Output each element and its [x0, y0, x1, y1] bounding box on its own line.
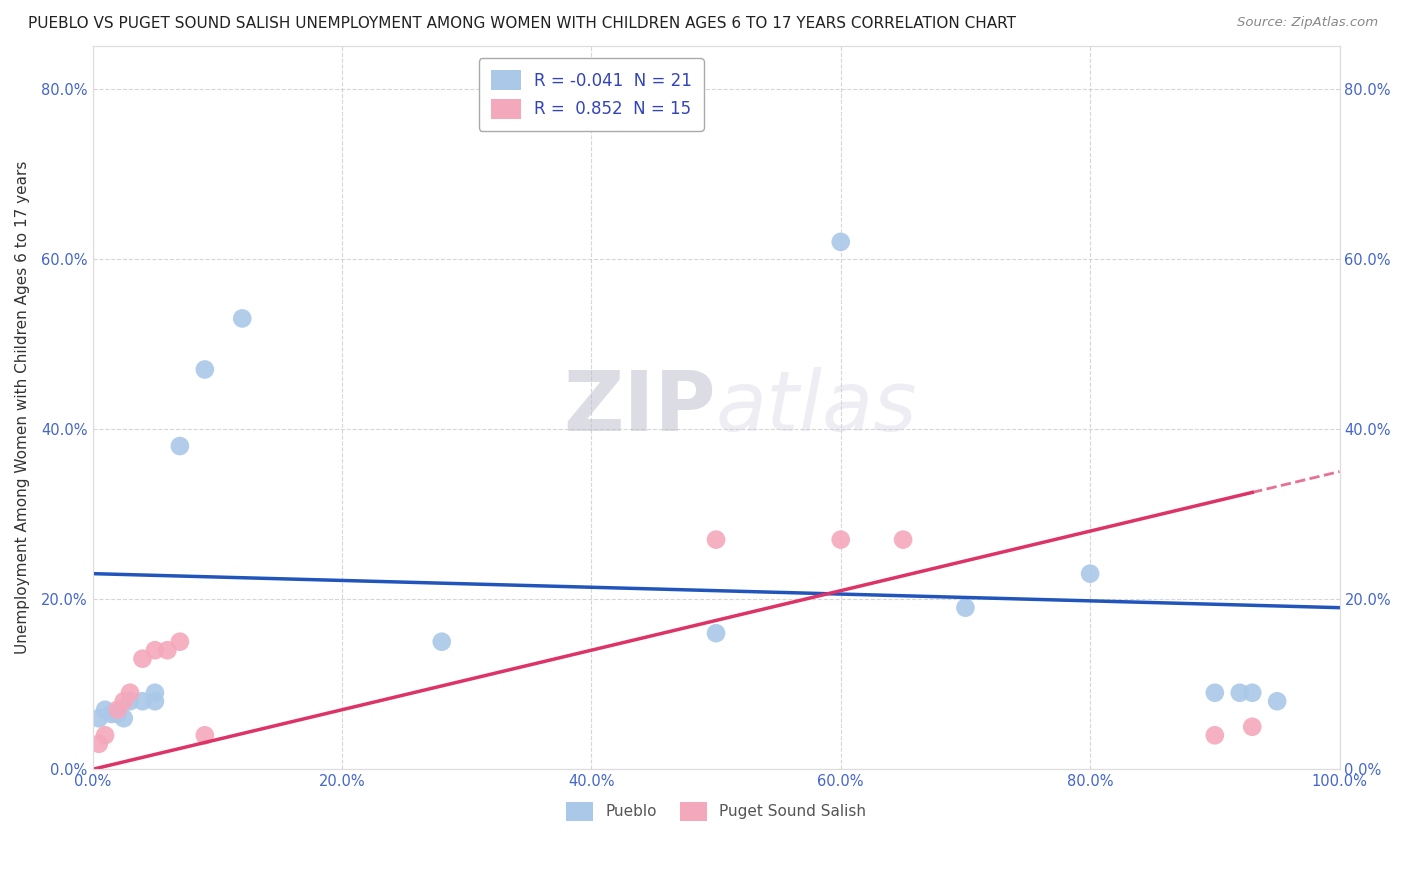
Point [94, 703, 117, 717]
Point [231, 311, 253, 326]
Point [891, 533, 914, 547]
Point [131, 651, 153, 665]
Point [94, 728, 117, 742]
Point [430, 634, 453, 648]
Point [107, 703, 129, 717]
Point [100, 706, 122, 721]
Point [112, 694, 135, 708]
Point [131, 694, 153, 708]
Point [1204, 686, 1226, 700]
Point [704, 626, 727, 640]
Point [156, 643, 179, 657]
Text: ZIP: ZIP [564, 368, 716, 449]
Text: atlas: atlas [716, 368, 918, 449]
Point [107, 706, 129, 721]
Text: PUEBLO VS PUGET SOUND SALISH UNEMPLOYMENT AMONG WOMEN WITH CHILDREN AGES 6 TO 17: PUEBLO VS PUGET SOUND SALISH UNEMPLOYMEN… [28, 16, 1017, 31]
Point [1241, 686, 1264, 700]
Point [87, 737, 110, 751]
Text: Source: ZipAtlas.com: Source: ZipAtlas.com [1237, 16, 1378, 29]
Point [194, 728, 217, 742]
Point [704, 533, 727, 547]
Point [118, 694, 141, 708]
Point [1204, 728, 1226, 742]
Point [1078, 566, 1101, 581]
Point [194, 362, 217, 376]
Y-axis label: Unemployment Among Women with Children Ages 6 to 17 years: Unemployment Among Women with Children A… [15, 161, 30, 655]
Point [1229, 686, 1251, 700]
Legend: Pueblo, Puget Sound Salish: Pueblo, Puget Sound Salish [560, 796, 873, 827]
Point [143, 686, 166, 700]
Point [169, 439, 191, 453]
Point [87, 711, 110, 725]
Point [1241, 720, 1264, 734]
Point [143, 694, 166, 708]
Point [955, 600, 977, 615]
Point [830, 235, 852, 249]
Point [1265, 694, 1288, 708]
Point [143, 643, 166, 657]
Point [169, 634, 191, 648]
Point [112, 711, 135, 725]
Point [830, 533, 852, 547]
Point [118, 686, 141, 700]
